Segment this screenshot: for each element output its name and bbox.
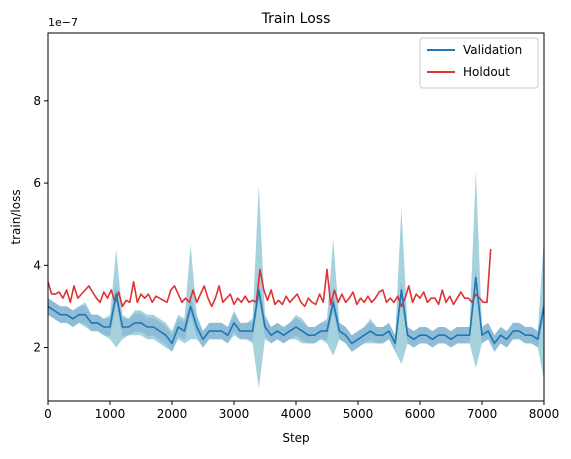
y-tick-label: 8: [33, 94, 41, 108]
plot-area: [48, 170, 544, 389]
y-tick-label: 6: [33, 176, 41, 190]
legend: Validation Holdout: [419, 37, 539, 89]
holdout-series-line: [48, 248, 492, 308]
x-tick-label: 5000: [343, 407, 374, 421]
validation-core-band: [48, 268, 544, 352]
x-axis: 0 1000 2000 3000 4000 5000 6000 7000 8000: [44, 401, 559, 421]
x-tick-label: 1000: [95, 407, 126, 421]
x-tick-label: 2000: [157, 407, 188, 421]
y-tick-label: 2: [33, 341, 41, 355]
x-tick-label: 4000: [281, 407, 312, 421]
x-tick-label: 7000: [467, 407, 498, 421]
x-tick-label: 6000: [405, 407, 436, 421]
chart-title: Train Loss: [261, 11, 331, 27]
legend-entry-label: Validation: [463, 43, 522, 57]
x-tick-label: 3000: [219, 407, 250, 421]
y-tick-label: 4: [33, 258, 41, 272]
legend-entry-label: Holdout: [463, 65, 510, 79]
y-axis-label: train/loss: [9, 189, 23, 244]
x-axis-label: Step: [282, 431, 309, 445]
y-offset-label: 1e−7: [48, 16, 78, 29]
x-tick-label: 0: [44, 407, 52, 421]
y-axis: 2 4 6 8: [33, 94, 48, 355]
x-tick-label: 8000: [529, 407, 560, 421]
validation-series-line: [48, 276, 544, 345]
